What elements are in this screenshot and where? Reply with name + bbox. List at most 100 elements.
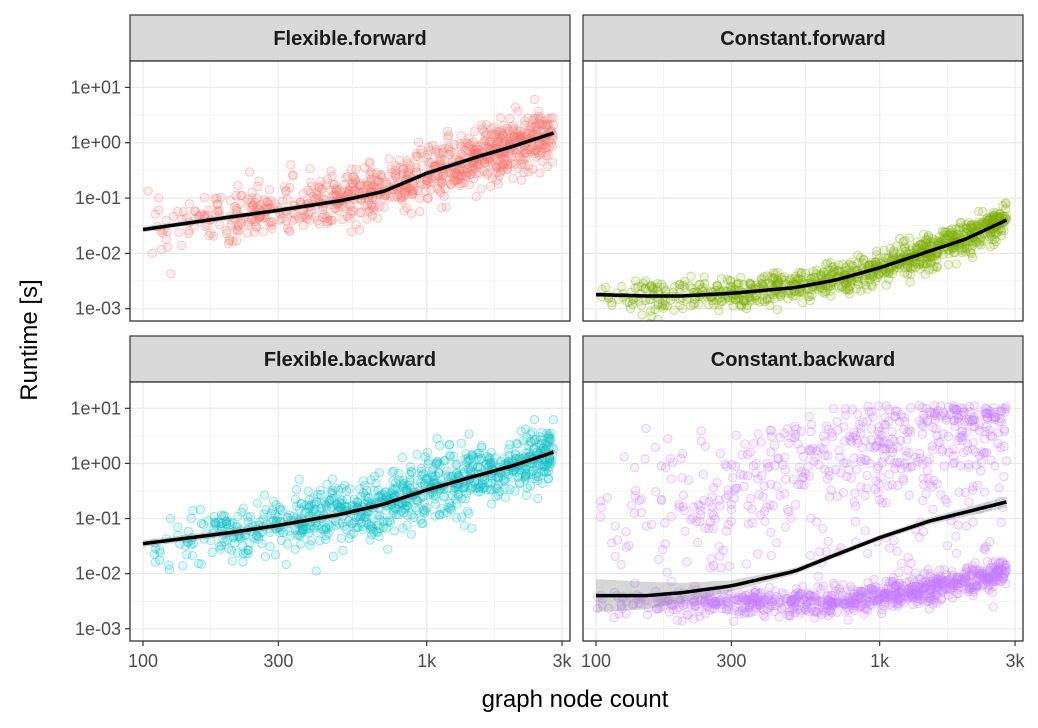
data-point [630,491,640,501]
data-point [517,468,527,479]
data-point [330,204,341,214]
data-point [969,587,979,597]
data-point [467,164,477,175]
data-point [862,548,873,559]
data-point [412,506,422,516]
data-point [856,586,866,597]
data-point [988,562,998,573]
data-point [646,281,657,292]
data-point [766,425,777,436]
data-point [962,439,973,449]
data-point [865,275,875,285]
data-point [815,547,825,557]
data-point [253,201,263,211]
data-point [247,193,257,203]
data-point [678,501,688,512]
data-point [936,490,946,500]
data-point [344,213,355,223]
data-point [722,601,733,611]
data-point [262,196,272,207]
data-point [690,596,700,607]
data-point [791,601,801,611]
data-point [278,196,288,206]
data-point [972,580,983,590]
facet-title: Flexible.forward [273,28,426,50]
data-point [773,453,783,463]
data-point [783,294,793,304]
data-point [349,186,359,196]
data-point [694,606,704,617]
data-point [714,306,724,316]
data-point [398,508,409,518]
data-point [897,580,907,591]
data-point [943,575,953,585]
data-point [498,137,508,148]
data-point [712,477,722,488]
data-point [917,577,928,587]
data-point [766,447,776,457]
data-point [486,499,497,509]
data-point [616,559,626,570]
data-point [928,422,938,433]
data-point [984,585,994,595]
data-point [442,126,453,137]
data-point [494,486,505,497]
data-point [822,474,833,484]
data-point [932,430,942,441]
data-point [366,525,376,535]
data-point [894,263,904,273]
data-point [953,417,964,427]
data-point [876,589,886,599]
data-point [968,437,978,448]
data-point [416,466,427,477]
data-point [644,603,654,613]
data-point [397,452,408,463]
data-point [821,259,831,270]
data-point [483,161,494,171]
data-point [533,111,544,122]
data-point [915,453,925,464]
data-point [888,246,899,256]
data-point [1000,404,1010,414]
data-point [327,191,338,201]
data-point [849,453,859,463]
data-point [427,467,437,478]
data-point [333,485,343,495]
data-point [757,295,768,305]
data-point [544,430,554,440]
data-point [444,149,454,160]
data-point [780,275,790,285]
data-point [392,484,402,494]
data-point [864,587,874,597]
data-point [683,475,694,485]
data-point [464,429,474,439]
data-point [504,126,514,136]
data-point [993,438,1003,448]
data-point [767,275,778,285]
data-point [423,473,433,483]
data-point [524,145,534,155]
data-point [888,578,898,589]
data-point [994,558,1004,568]
data-point [937,447,947,457]
data-point [849,601,860,611]
data-point [826,594,836,604]
data-point [415,206,425,217]
data-point [516,175,527,185]
data-point [887,591,898,601]
data-point [543,473,554,484]
data-point [304,503,315,513]
data-point [434,148,444,158]
data-point [873,594,884,604]
data-point [658,545,668,555]
data-point [371,478,381,488]
data-point [402,167,412,178]
data-point [540,466,550,476]
data-point [967,564,977,574]
data-point [290,525,300,535]
data-point [939,461,950,471]
data-point [710,596,721,607]
data-point [839,600,849,610]
data-point [221,519,232,530]
data-point [465,140,475,150]
